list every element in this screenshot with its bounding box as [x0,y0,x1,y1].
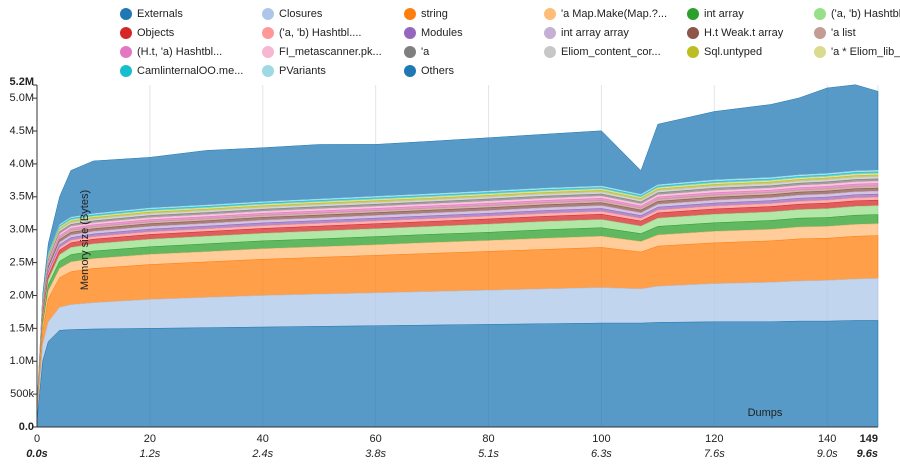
y-tick-label: 1.0M [10,355,34,367]
legend-swatch [120,65,132,77]
plot-area [36,84,879,428]
legend-swatch [544,46,556,58]
legend-label: int array [704,8,744,20]
x-tick-label: 140 [818,433,836,445]
legend-label: PVariants [279,65,326,77]
legend-label: int array array [561,27,629,39]
time-label: 1.2s [139,448,160,460]
legend-label: 'a list [831,27,856,39]
legend-label: Eliom_content_cor... [561,46,661,58]
y-tick-label: 2.5M [10,256,34,268]
x-tick-label: 80 [482,433,494,445]
legend-label: Objects [137,27,175,39]
legend-swatch [544,8,556,20]
y-tick-label: 500k [10,388,34,400]
legend-label: 'a Map.Make(Map.?... [561,8,667,20]
legend-label: Closures [279,8,323,20]
time-label: 9.0s [817,448,838,460]
time-label: 9.6s [857,448,878,460]
legend-label: (H.t, 'a) Hashtbl... [137,46,222,58]
time-label: 2.4s [251,448,273,460]
legend-swatch [814,8,826,20]
y-tick-label: 4.5M [10,125,34,137]
legend-label: H.t Weak.t array [704,27,784,39]
y-tick-label: 0.0 [19,421,34,433]
legend-swatch [262,27,274,39]
legend-label: Externals [137,8,183,20]
legend-swatch [687,8,699,20]
y-tick-label: 2.0M [10,289,34,301]
x-tick-label: 0 [34,433,40,445]
y-tick-label: 5.0M [10,92,34,104]
legend-swatch [544,27,556,39]
legend-label: CamlinternalOO.me... [137,65,243,77]
legend-label: string [421,8,448,20]
legend-swatch [814,27,826,39]
y-axis-label: Memory size (Bytes) [79,190,91,290]
x-tick-label: 149 [860,433,878,445]
legend-label: Sql.untyped [704,46,762,58]
legend-swatch [262,8,274,20]
time-label: 7.6s [704,448,725,460]
x-tick-label: 40 [257,433,269,445]
legend-swatch [404,27,416,39]
y-tick-label: 3.0M [10,224,34,236]
legend-swatch [404,65,416,77]
x-axis-label: Dumps [748,407,783,419]
time-label: 5.1s [478,448,499,460]
legend-swatch [687,46,699,58]
legend-swatch [262,65,274,77]
legend-swatch [120,8,132,20]
legend-label: FI_metascanner.pk... [279,46,382,58]
time-label: 0.0s [26,448,47,460]
legend-label: Others [421,65,455,77]
x-tick-label: 20 [144,433,156,445]
x-tick-label: 120 [705,433,723,445]
legend-swatch [687,27,699,39]
legend-swatch [814,46,826,58]
legend-swatch [262,46,274,58]
y-tick-label: 5.2M [10,76,34,88]
x-tick-label: 100 [592,433,610,445]
legend-swatch [120,46,132,58]
legend-swatch [120,27,132,39]
legend-label: 'a [421,46,430,58]
time-label: 6.3s [591,448,612,460]
legend-swatch [404,8,416,20]
time-label: 3.8s [365,448,386,460]
y-tick-label: 4.0M [10,158,34,170]
legend-label: Modules [421,27,463,39]
legend-label: 'a * Eliom_lib_ba... [831,46,900,58]
y-tick-label: 3.5M [10,191,34,203]
legend-label: ('a, 'b) Hashtbl.... [279,27,361,39]
y-tick-label: 1.5M [10,322,34,334]
legend-label: ('a, 'b) Hashtbl.... [831,8,900,20]
x-tick-label: 60 [370,433,382,445]
legend-swatch [404,46,416,58]
